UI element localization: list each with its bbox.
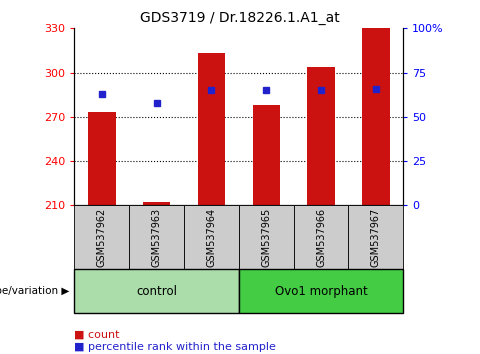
Text: ■ percentile rank within the sample: ■ percentile rank within the sample: [74, 342, 276, 352]
Bar: [143, 202, 170, 205]
Bar: [307, 67, 335, 205]
Text: genotype/variation ▶: genotype/variation ▶: [0, 286, 70, 296]
Text: GDS3719 / Dr.18226.1.A1_at: GDS3719 / Dr.18226.1.A1_at: [140, 11, 340, 25]
Bar: [252, 105, 280, 205]
Text: GSM537963: GSM537963: [152, 207, 162, 267]
Text: control: control: [136, 285, 177, 298]
Text: GSM537965: GSM537965: [261, 207, 271, 267]
Text: GSM537964: GSM537964: [206, 207, 216, 267]
Bar: [198, 53, 225, 205]
Bar: [88, 113, 116, 205]
Text: GSM537967: GSM537967: [371, 207, 381, 267]
Text: Ovo1 morphant: Ovo1 morphant: [275, 285, 367, 298]
Text: GSM537962: GSM537962: [97, 207, 107, 267]
Text: ■ count: ■ count: [74, 330, 120, 339]
Text: GSM537966: GSM537966: [316, 207, 326, 267]
Bar: [362, 28, 389, 205]
